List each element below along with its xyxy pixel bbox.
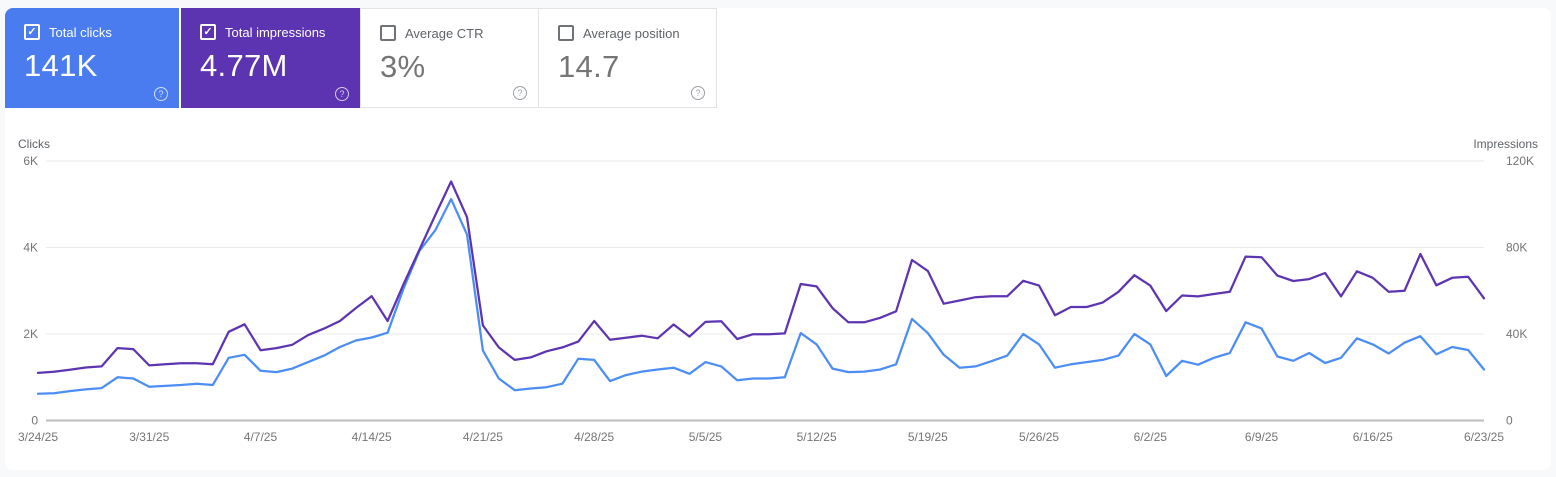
x-axis-tick-label: 6/23/25: [1464, 430, 1504, 444]
right-axis-title: Impressions: [1473, 137, 1538, 151]
average-position-value: 14.7: [558, 49, 620, 84]
help-icon[interactable]: ?: [691, 86, 705, 100]
total-impressions-value: 4.77M: [200, 48, 288, 83]
left-axis-tick-label: 6K: [23, 154, 38, 168]
metric-card-total-clicks[interactable]: ✓ Total clicks 141K ?: [5, 8, 179, 108]
help-icon[interactable]: ?: [513, 86, 527, 100]
left-axis-tick-label: 4K: [23, 241, 38, 255]
impressions-line: [36, 180, 1486, 375]
right-axis-tick-label: 120K: [1506, 154, 1534, 168]
x-axis-tick-label: 6/9/25: [1245, 430, 1279, 444]
average-ctr-checkbox[interactable]: [380, 25, 396, 41]
help-icon[interactable]: ?: [335, 87, 349, 101]
metric-card-average-position[interactable]: Average position 14.7 ?: [538, 8, 717, 108]
left-axis-tick-label: 2K: [23, 327, 38, 341]
x-axis-tick-label: 4/7/25: [244, 430, 278, 444]
x-axis-tick-label: 5/19/25: [908, 430, 948, 444]
x-axis-tick-label: 3/31/25: [129, 430, 169, 444]
right-axis-tick-label: 0: [1506, 414, 1513, 428]
metric-card-average-ctr[interactable]: Average CTR 3% ?: [360, 8, 539, 108]
metric-card-total-impressions[interactable]: ✓ Total impressions 4.77M ?: [181, 8, 360, 108]
total-impressions-checkbox[interactable]: ✓: [200, 24, 216, 40]
metric-card-label: Average position: [583, 25, 680, 41]
average-position-checkbox[interactable]: [558, 25, 574, 41]
right-axis-tick-label: 40K: [1506, 327, 1527, 341]
clicks-line: [36, 197, 1486, 395]
average-ctr-value: 3%: [380, 49, 426, 84]
total-clicks-checkbox[interactable]: ✓: [24, 24, 40, 40]
help-icon[interactable]: ?: [154, 87, 168, 101]
x-axis-tick-label: 5/12/25: [797, 430, 837, 444]
right-axis-tick-label: 80K: [1506, 241, 1527, 255]
performance-chart[interactable]: 0 0 2K 40K 4K 80K 6K 120K Clicks Impressions 3/24/…: [5, 108, 1551, 470]
metric-card-header: Average position: [558, 25, 716, 41]
metric-card-header: ✓ Total clicks: [24, 24, 179, 40]
x-axis-tick-label: 4/14/25: [352, 430, 392, 444]
x-axis-tick-label: 6/16/25: [1353, 430, 1393, 444]
x-axis-tick-label: 6/2/25: [1134, 430, 1168, 444]
x-axis-tick-label: 5/26/25: [1019, 430, 1059, 444]
left-axis-tick-label: 0: [31, 414, 38, 428]
performance-panel: ✓ Total clicks 141K ? ✓ Total impression…: [5, 8, 1551, 470]
left-axis-title: Clicks: [18, 137, 50, 151]
x-axis-tick-label: 4/28/25: [574, 430, 614, 444]
metric-card-label: Average CTR: [405, 25, 484, 41]
total-clicks-value: 141K: [24, 48, 98, 83]
x-axis-tick-label: 3/24/25: [18, 430, 58, 444]
metric-card-header: Average CTR: [380, 25, 538, 41]
metric-cards-row: ✓ Total clicks 141K ? ✓ Total impression…: [5, 8, 717, 108]
metric-card-label: Total impressions: [225, 24, 326, 40]
metric-card-header: ✓ Total impressions: [200, 24, 360, 40]
metric-card-label: Total clicks: [49, 24, 112, 40]
x-axis-tick-label: 5/5/25: [689, 430, 723, 444]
x-axis-tick-label: 4/21/25: [463, 430, 503, 444]
